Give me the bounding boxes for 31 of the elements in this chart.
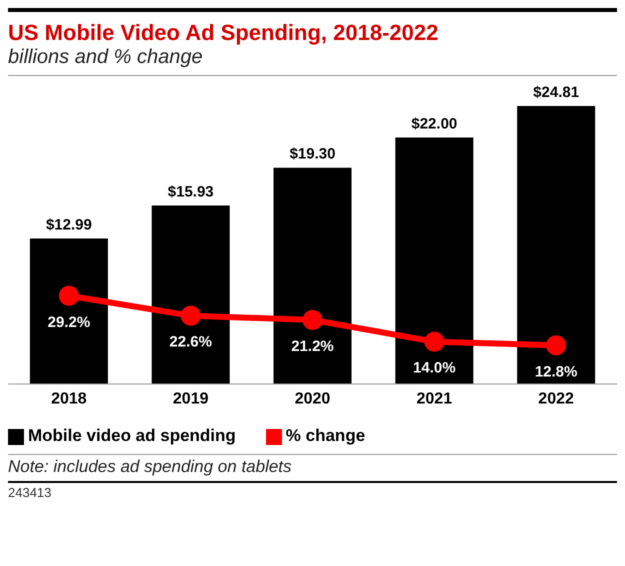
data-label: 12.8%	[534, 363, 578, 380]
x-tick-label: 2020	[294, 390, 330, 408]
point	[546, 335, 566, 356]
text: Note: includes ad spending on tablets	[8, 457, 293, 477]
bar	[152, 206, 230, 384]
x-tick-label: 2022	[538, 390, 574, 408]
data-label: $19.30	[290, 146, 336, 163]
data-label: 14.0%	[413, 360, 456, 377]
legend-label: Mobile video ad spending	[28, 426, 236, 445]
point	[180, 306, 201, 326]
x-tick-label: 2018	[51, 390, 87, 408]
data-label: 22.6%	[169, 334, 212, 351]
data-label: $15.93	[168, 184, 214, 200]
data-label: 29.2%	[48, 314, 90, 331]
bar	[517, 106, 596, 384]
text: 243413	[8, 481, 617, 500]
point	[58, 286, 79, 306]
point	[302, 310, 322, 330]
data-label: 21.2%	[291, 338, 334, 355]
bar	[395, 137, 474, 384]
data-label: $24.81	[533, 84, 580, 101]
x-tick-label: 2021	[416, 390, 452, 408]
chart-subtitle: billions and % change	[8, 46, 617, 76]
x-tick-label: 2019	[172, 390, 209, 408]
bar	[30, 238, 108, 384]
chart-title: US Mobile Video Ad Spending, 2018-2022	[8, 20, 440, 46]
bar	[274, 168, 352, 384]
legend-label: % change	[286, 426, 366, 445]
point	[424, 332, 444, 352]
data-label: $22.00	[411, 115, 458, 132]
data-label: $12.99	[46, 216, 92, 234]
